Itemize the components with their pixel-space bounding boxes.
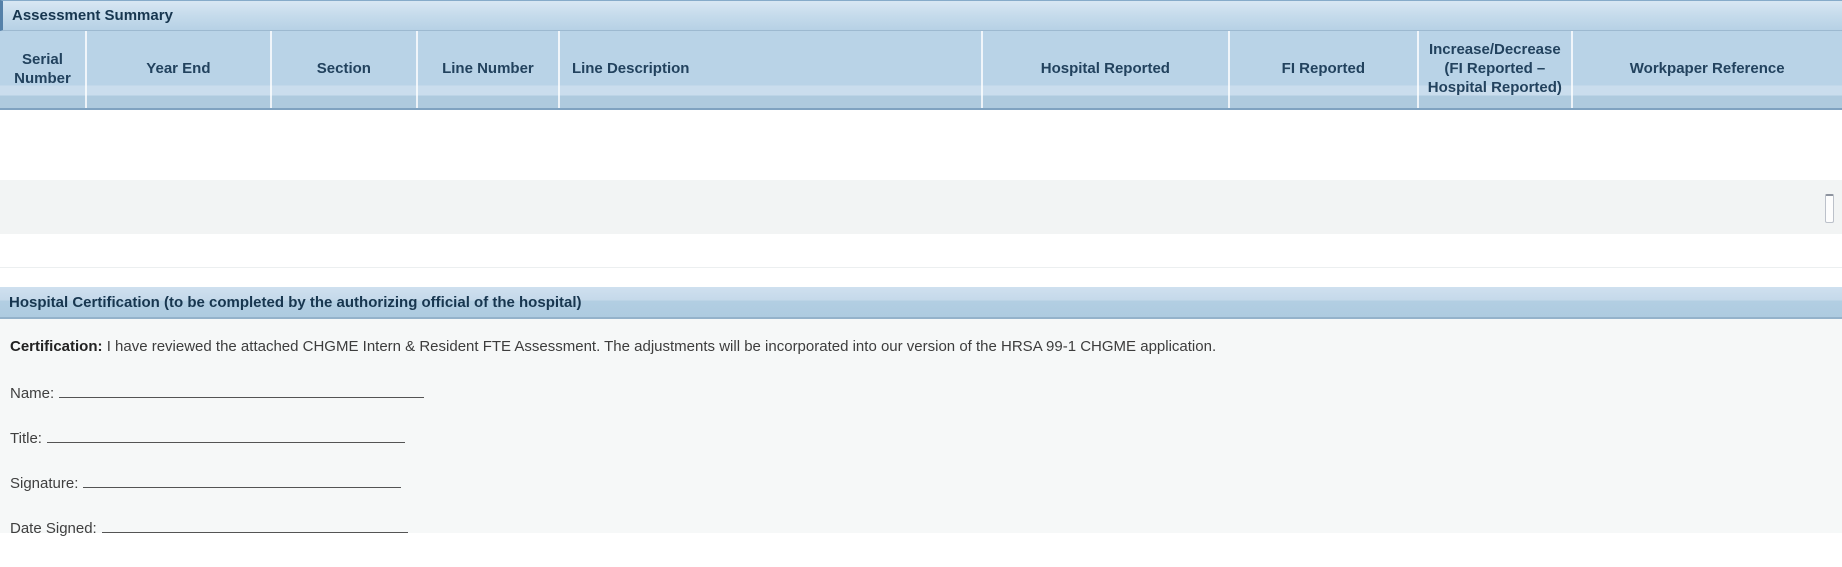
title-field-label: Title: xyxy=(10,429,42,447)
column-header-serial-number: Serial Number xyxy=(0,31,87,108)
table-cell xyxy=(1419,234,1573,267)
table-cell xyxy=(1419,110,1573,180)
name-field-row: Name: xyxy=(10,384,1832,402)
column-header-workpaper-reference: Workpaper Reference xyxy=(1629,60,1785,78)
table-cell xyxy=(418,234,560,267)
signature-field-row: Signature: xyxy=(10,474,1832,492)
table-cell xyxy=(272,110,418,180)
table-cell xyxy=(983,110,1230,180)
certification-fields: Name: Title: Signature: Date Signed: xyxy=(10,384,1832,537)
table-row xyxy=(0,180,1842,234)
title-fill-line xyxy=(46,429,405,443)
assessment-summary-panel: Assessment Summary Serial Number Year En… xyxy=(0,0,1842,287)
table-cell xyxy=(1573,110,1842,180)
title-field-row: Title: xyxy=(10,429,1832,447)
certification-statement-label: Certification: xyxy=(10,338,103,355)
assessment-summary-titlebar: Assessment Summary xyxy=(0,0,1842,31)
table-row xyxy=(0,234,1842,268)
name-fill-line xyxy=(59,384,425,398)
date-signed-fill-line xyxy=(101,519,408,533)
table-cell xyxy=(272,234,418,267)
column-header-increase-decrease: Increase/Decrease (FI Reported – Hospita… xyxy=(1419,31,1573,108)
column-header-section: Section xyxy=(272,31,418,108)
date-signed-field-row: Date Signed: xyxy=(10,519,1832,537)
table-cell xyxy=(272,180,418,234)
table-cell xyxy=(0,234,87,267)
table-cell xyxy=(1419,180,1573,234)
signature-field-label: Signature: xyxy=(10,474,79,492)
table-cell xyxy=(1230,110,1419,180)
assessment-summary-title: Assessment Summary xyxy=(12,7,173,24)
table-cell xyxy=(1230,234,1419,267)
table-cell xyxy=(1230,180,1419,234)
table-cell xyxy=(87,110,272,180)
certification-statement: Certification: I have reviewed the attac… xyxy=(10,337,1832,357)
table-cell xyxy=(418,180,560,234)
table-cell xyxy=(1573,180,1842,234)
section-gap xyxy=(0,268,1842,287)
table-cell xyxy=(87,180,272,234)
table-cell xyxy=(0,110,87,180)
name-field-label: Name: xyxy=(10,384,55,402)
table-cell xyxy=(983,234,1230,267)
column-header-fi-reported: FI Reported xyxy=(1230,31,1419,108)
hospital-certification-body: Certification: I have reviewed the attac… xyxy=(0,319,1842,537)
signature-fill-line xyxy=(83,474,402,488)
table-cell xyxy=(560,110,983,180)
hospital-certification-titlebar: Hospital Certification (to be completed … xyxy=(0,287,1842,319)
table-cell xyxy=(560,180,983,234)
scrollbar-thumb[interactable] xyxy=(1825,194,1834,223)
column-header-line-number: Line Number xyxy=(418,31,560,108)
table-row xyxy=(0,110,1842,180)
table-cell xyxy=(560,234,983,267)
table-cell xyxy=(87,234,272,267)
date-signed-field-label: Date Signed: xyxy=(10,519,97,537)
certification-statement-text: I have reviewed the attached CHGME Inter… xyxy=(106,338,1217,355)
table-cell xyxy=(1573,234,1842,267)
hospital-certification-title: Hospital Certification (to be completed … xyxy=(9,293,582,311)
hospital-certification-section: Hospital Certification (to be completed … xyxy=(0,287,1842,537)
column-header-line-description: Line Description xyxy=(560,31,983,108)
column-header-hospital-reported: Hospital Reported xyxy=(983,31,1230,108)
table-cell xyxy=(418,110,560,180)
table-cell xyxy=(0,180,87,234)
table-header-row: Serial Number Year End Section Line Numb… xyxy=(0,31,1842,110)
column-header-year-end: Year End xyxy=(87,31,272,108)
table-cell xyxy=(983,180,1230,234)
